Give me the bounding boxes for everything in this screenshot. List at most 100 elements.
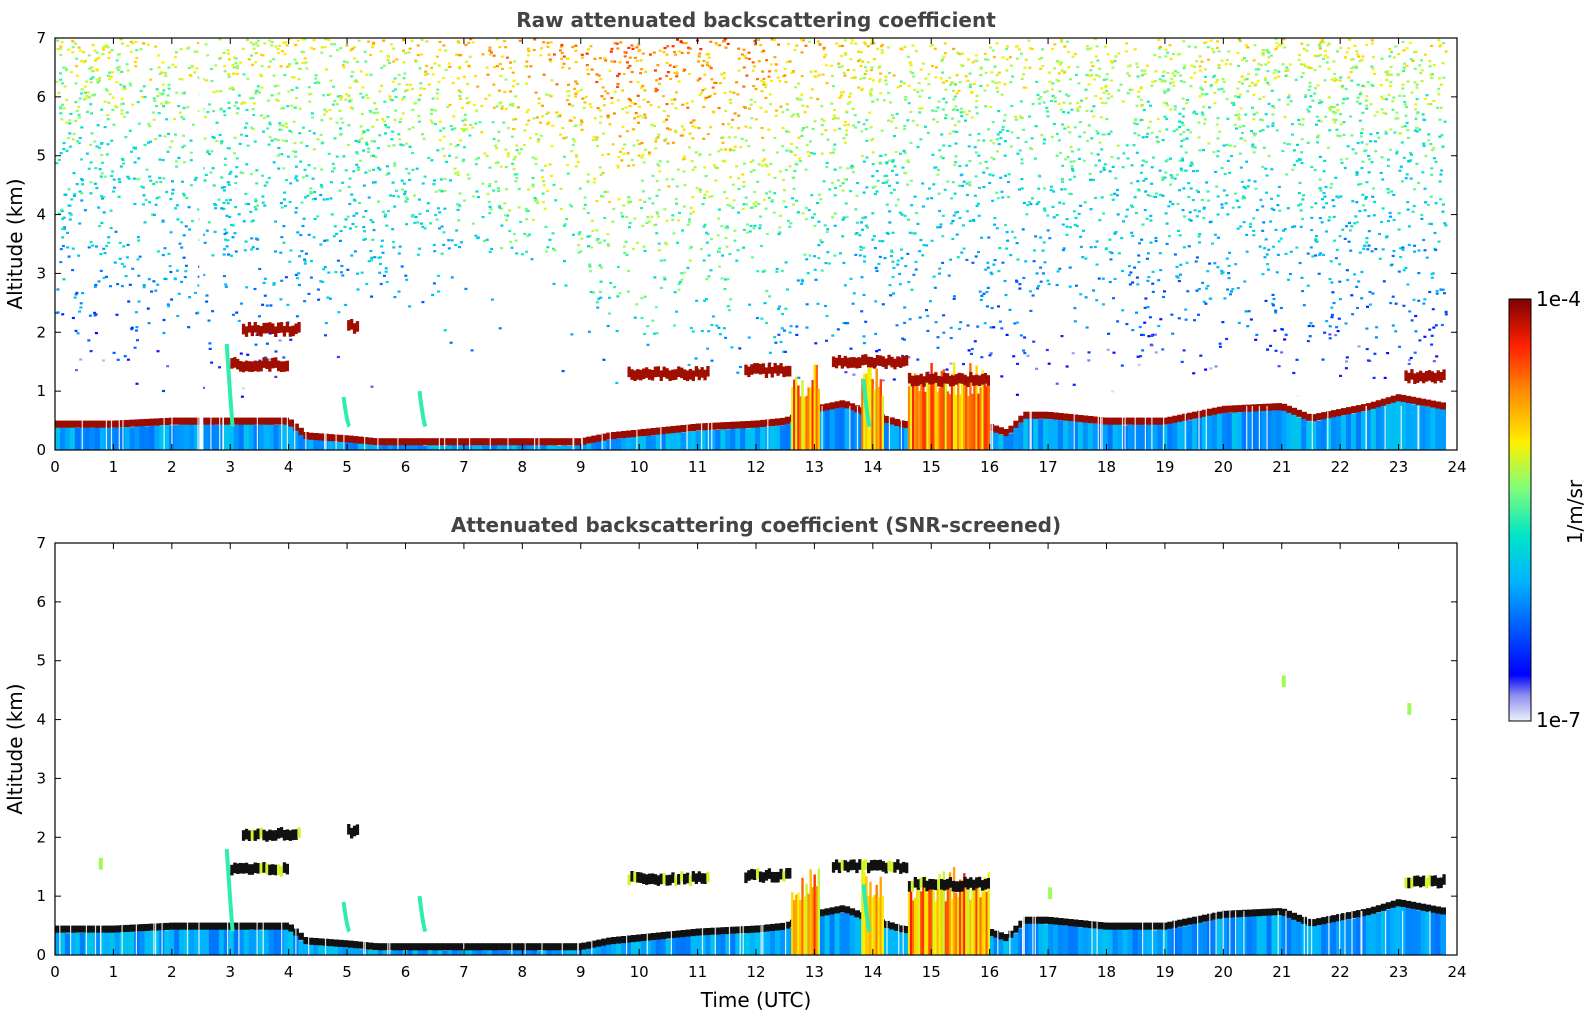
noise-pixel	[1165, 222, 1169, 225]
noise-pixel	[841, 91, 845, 94]
noise-pixel	[900, 48, 904, 51]
noise-pixel	[109, 209, 113, 212]
noise-pixel	[636, 94, 640, 97]
noise-pixel	[754, 201, 758, 204]
noise-pixel	[421, 225, 425, 228]
noise-pixel	[1319, 252, 1322, 255]
noise-pixel	[1060, 38, 1064, 41]
noise-pixel	[1072, 383, 1076, 386]
noise-pixel	[1254, 187, 1258, 190]
noise-pixel	[1345, 97, 1349, 100]
noise-pixel	[958, 165, 962, 168]
noise-pixel	[1412, 298, 1416, 301]
noise-pixel	[805, 126, 809, 129]
noise-pixel	[1213, 262, 1217, 265]
noise-pixel	[1278, 43, 1282, 47]
noise-pixel	[438, 120, 442, 123]
noise-pixel	[1293, 163, 1296, 166]
noise-pixel	[849, 277, 853, 280]
noise-pixel	[335, 155, 339, 158]
noise-pixel	[1067, 66, 1071, 69]
noise-pixel	[474, 122, 478, 125]
noise-pixel	[464, 118, 467, 121]
noise-pixel	[1198, 95, 1202, 98]
noise-pixel	[346, 61, 349, 64]
noise-pixel	[1298, 181, 1302, 184]
noise-pixel	[813, 120, 817, 123]
noise-pixel	[973, 194, 977, 197]
noise-pixel	[1096, 132, 1100, 135]
noise-pixel	[681, 158, 685, 161]
noise-pixel	[539, 134, 543, 137]
noise-pixel	[1252, 113, 1256, 116]
noise-pixel	[1203, 122, 1206, 125]
noise-pixel	[1071, 55, 1075, 58]
noise-pixel	[161, 220, 165, 223]
noise-pixel	[674, 131, 678, 134]
noise-pixel	[1345, 225, 1348, 228]
noise-pixel	[1100, 101, 1104, 104]
noise-pixel	[744, 125, 748, 128]
noise-pixel	[686, 266, 690, 269]
noise-pixel	[749, 103, 753, 106]
noise-pixel	[749, 161, 753, 164]
noise-pixel	[328, 297, 332, 300]
noise-pixel	[1036, 93, 1040, 96]
noise-pixel	[1323, 195, 1327, 198]
noise-pixel	[103, 252, 107, 255]
noise-pixel	[393, 296, 397, 299]
noise-pixel	[1399, 165, 1403, 168]
noise-pixel	[1062, 247, 1066, 250]
noise-pixel	[791, 176, 795, 179]
noise-pixel	[1337, 196, 1341, 199]
noise-pixel	[1143, 321, 1147, 324]
noise-pixel	[790, 115, 794, 118]
noise-pixel	[1189, 76, 1193, 79]
noise-pixel	[914, 268, 918, 271]
noise-pixel	[339, 98, 343, 101]
noise-pixel	[1395, 152, 1399, 155]
noise-pixel	[899, 152, 902, 155]
noise-pixel	[97, 56, 101, 59]
noise-pixel	[1249, 225, 1252, 228]
noise-pixel	[1403, 100, 1407, 104]
noise-pixel	[292, 76, 296, 79]
noise-pixel	[1413, 67, 1417, 70]
noise-pixel	[1353, 273, 1357, 276]
noise-pixel	[222, 201, 226, 204]
noise-pixel	[665, 53, 669, 56]
noise-pixel	[1180, 121, 1184, 124]
noise-pixel	[1065, 233, 1069, 236]
noise-pixel	[636, 115, 640, 118]
noise-pixel	[663, 47, 667, 50]
noise-pixel	[1187, 45, 1191, 48]
noise-pixel	[844, 52, 848, 55]
noise-pixel	[790, 142, 794, 145]
noise-pixel	[1339, 158, 1343, 161]
noise-pixel	[1250, 129, 1253, 133]
noise-pixel	[1432, 99, 1436, 102]
noise-pixel	[977, 139, 981, 142]
noise-pixel	[1321, 358, 1325, 361]
noise-pixel	[595, 239, 599, 242]
noise-pixel	[863, 260, 866, 263]
noise-pixel	[1237, 38, 1241, 41]
noise-pixel	[791, 197, 794, 200]
noise-pixel	[134, 40, 138, 43]
noise-pixel	[251, 128, 255, 131]
noise-pixel	[535, 133, 538, 136]
noise-pixel	[1411, 59, 1415, 63]
noise-pixel	[1381, 97, 1385, 101]
noise-pixel	[541, 176, 544, 179]
noise-pixel	[603, 239, 607, 242]
noise-pixel	[750, 117, 754, 120]
noise-pixel	[899, 84, 903, 88]
noise-pixel	[423, 175, 427, 178]
noise-pixel	[801, 104, 805, 107]
noise-pixel	[426, 72, 430, 76]
noise-pixel	[1358, 59, 1362, 62]
noise-pixel	[1136, 95, 1140, 98]
noise-pixel	[186, 47, 190, 50]
noise-pixel	[456, 143, 460, 147]
noise-pixel	[1198, 233, 1202, 236]
